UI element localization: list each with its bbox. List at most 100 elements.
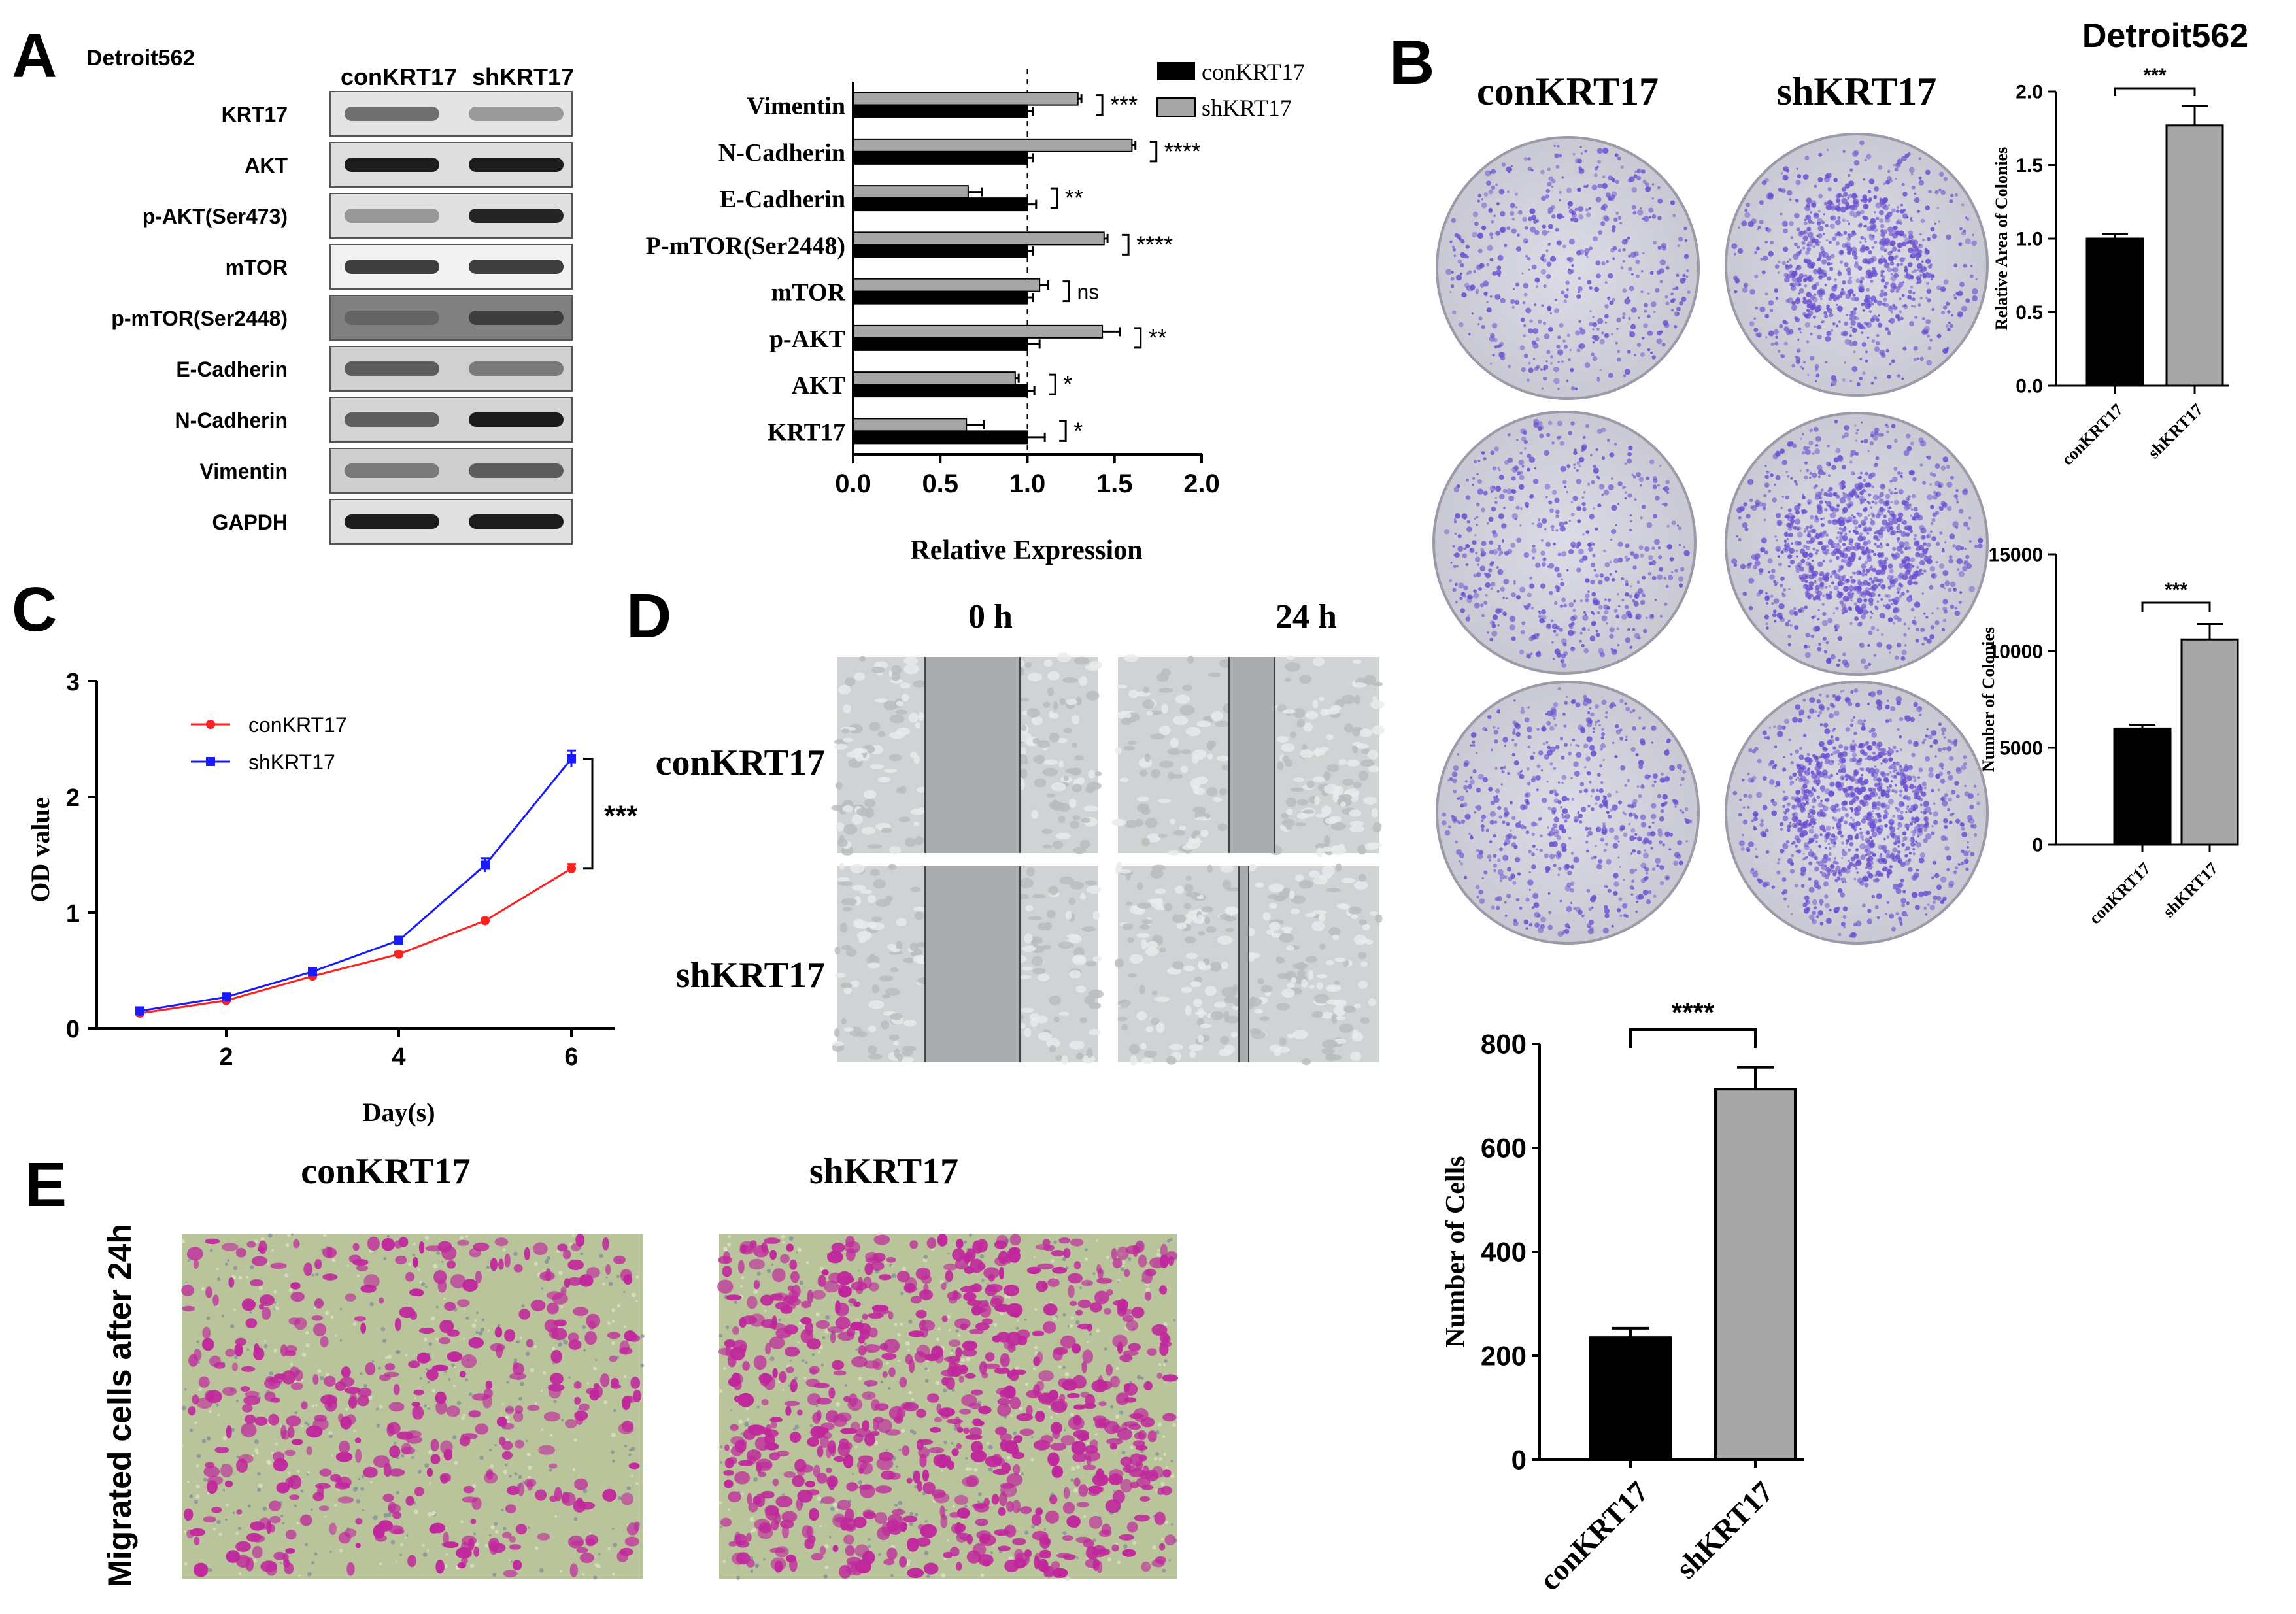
colony xyxy=(1612,297,1615,302)
colony xyxy=(1623,832,1628,837)
colony xyxy=(1849,168,1853,172)
colony xyxy=(1685,818,1691,824)
colony xyxy=(1878,544,1883,549)
colony xyxy=(1892,518,1899,524)
colony xyxy=(1838,763,1840,765)
colony xyxy=(1940,876,1947,883)
colony xyxy=(1806,340,1810,344)
colony xyxy=(1935,560,1938,564)
colony xyxy=(1817,561,1823,567)
colony xyxy=(1821,321,1823,324)
colony xyxy=(1484,728,1488,732)
colony xyxy=(1528,367,1534,373)
colony xyxy=(1674,325,1678,329)
colony xyxy=(1777,724,1783,731)
colony xyxy=(1599,764,1603,768)
colony xyxy=(1496,590,1500,593)
colony xyxy=(1923,816,1928,820)
colony xyxy=(1933,900,1936,904)
colony xyxy=(1961,765,1967,771)
colony xyxy=(1846,503,1848,506)
colony xyxy=(1470,548,1472,551)
colony xyxy=(1804,605,1808,609)
colony xyxy=(1800,249,1802,252)
colony xyxy=(1851,752,1857,758)
colony xyxy=(1874,427,1880,433)
colony xyxy=(1831,581,1834,585)
colony xyxy=(1795,791,1800,796)
colony xyxy=(1803,790,1807,794)
colony xyxy=(1589,781,1592,784)
colony xyxy=(1891,246,1897,252)
colony xyxy=(1619,915,1623,917)
colony xyxy=(1923,822,1929,829)
colony xyxy=(1486,180,1491,186)
colony xyxy=(1635,260,1640,265)
colony xyxy=(1906,805,1910,808)
colony xyxy=(1789,560,1795,565)
colony xyxy=(1920,535,1926,541)
colony xyxy=(1945,301,1950,306)
colony xyxy=(1616,317,1621,323)
colony xyxy=(1754,560,1761,567)
colony xyxy=(1544,333,1550,339)
colony xyxy=(1628,267,1632,271)
colony xyxy=(1821,545,1827,551)
colony xyxy=(1863,719,1866,723)
colony xyxy=(1859,532,1863,537)
colony xyxy=(1807,276,1814,282)
colony xyxy=(1505,834,1511,840)
colony xyxy=(1788,738,1791,741)
colony xyxy=(1872,854,1875,856)
colony xyxy=(1531,214,1537,220)
colony xyxy=(1906,557,1910,560)
colony xyxy=(1818,533,1823,537)
colony xyxy=(1525,927,1528,930)
colony xyxy=(1848,193,1852,198)
colony xyxy=(1460,263,1464,267)
colony xyxy=(1602,183,1608,189)
colony xyxy=(1889,865,1893,869)
colony xyxy=(1925,616,1929,619)
colony xyxy=(1664,801,1668,805)
colony xyxy=(1806,292,1812,298)
colony xyxy=(1822,637,1827,641)
colony xyxy=(1566,188,1572,193)
colony xyxy=(1894,167,1899,172)
colony xyxy=(1627,296,1629,299)
colony xyxy=(1826,657,1832,663)
colony xyxy=(1547,210,1551,214)
colony-dots xyxy=(1442,687,1693,937)
colony xyxy=(1815,711,1817,713)
colony xyxy=(1805,449,1811,455)
colony xyxy=(1912,848,1916,851)
colony xyxy=(1876,513,1881,519)
colony xyxy=(1830,774,1834,778)
colony xyxy=(1624,555,1628,559)
colony xyxy=(1785,495,1789,500)
colony xyxy=(1861,440,1864,443)
colony xyxy=(1531,548,1537,554)
colony xyxy=(1804,579,1808,584)
colony xyxy=(1912,833,1916,837)
colony xyxy=(1457,797,1460,800)
colony xyxy=(1504,914,1508,918)
colony xyxy=(1918,269,1922,273)
colony xyxy=(1857,535,1864,542)
colony xyxy=(1813,486,1817,490)
colony xyxy=(1896,263,1900,267)
colony xyxy=(1819,871,1823,874)
colony xyxy=(1589,635,1596,642)
colony xyxy=(1636,168,1642,174)
colony xyxy=(1523,292,1528,297)
colony xyxy=(1844,881,1847,883)
colony xyxy=(1852,739,1855,743)
colony xyxy=(1519,475,1525,480)
colony xyxy=(1883,284,1887,288)
colony xyxy=(1831,262,1833,265)
colony xyxy=(1838,521,1844,526)
colony xyxy=(1832,845,1836,848)
colony xyxy=(1651,560,1657,565)
colony xyxy=(1572,496,1578,501)
colony xyxy=(1553,658,1555,660)
